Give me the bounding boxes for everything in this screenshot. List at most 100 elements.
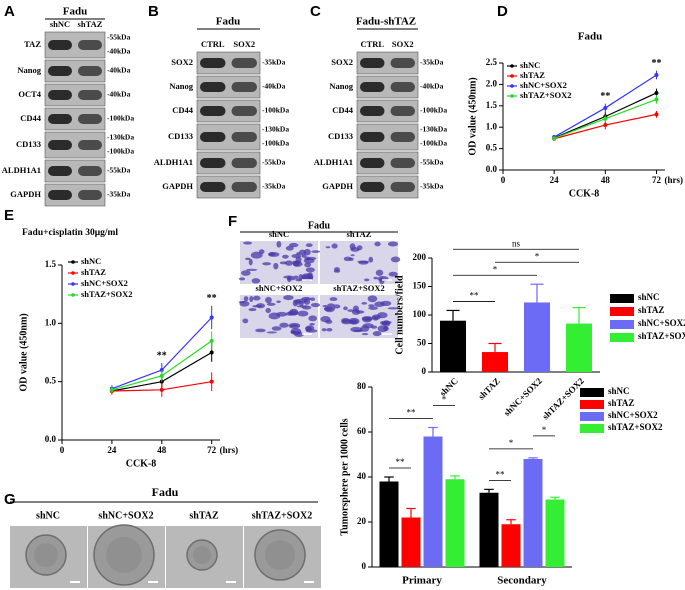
legend-label: shNC xyxy=(520,60,540,70)
size-marker: -55kDa xyxy=(107,33,131,42)
stained-cell xyxy=(349,319,355,324)
blot-strip xyxy=(196,151,261,175)
blot-strip xyxy=(196,51,261,75)
panel-label: G xyxy=(4,491,16,508)
y-tick-label: 80 xyxy=(357,381,367,391)
significance: ** xyxy=(651,58,661,69)
stained-cell xyxy=(329,297,338,302)
stained-cell xyxy=(299,300,304,307)
stained-cell xyxy=(268,252,276,257)
y-axis-label: Cell numbers/field xyxy=(394,275,405,355)
blot-band xyxy=(48,140,72,150)
significance: ** xyxy=(407,408,417,418)
stained-cell xyxy=(294,332,304,338)
blot-band xyxy=(390,82,415,92)
blot-band xyxy=(231,82,257,92)
tumorsphere-core xyxy=(193,546,211,564)
stained-cell xyxy=(387,307,400,310)
blot-band xyxy=(200,82,226,92)
y-tick-label: 0.5 xyxy=(486,143,498,153)
stained-cell xyxy=(246,268,258,271)
legend-marker xyxy=(71,260,75,264)
data-point xyxy=(159,387,164,392)
lane-label: SOX2 xyxy=(392,39,414,49)
significance: * xyxy=(509,438,514,448)
x-axis-unit: (hrs) xyxy=(664,175,683,185)
data-point xyxy=(603,116,608,121)
stained-cell xyxy=(357,260,370,263)
stained-cell xyxy=(271,326,282,331)
tumorsphere-core xyxy=(34,543,58,567)
panel-label: B xyxy=(148,3,159,20)
stained-cell xyxy=(308,315,318,322)
stained-cell xyxy=(362,323,374,329)
legend-label: shNC xyxy=(638,292,660,302)
data-point xyxy=(552,136,557,141)
legend-label: shTAZ xyxy=(608,398,634,408)
x-axis-unit: (hrs) xyxy=(220,445,239,455)
stained-cell xyxy=(265,296,272,304)
stained-cell xyxy=(304,256,311,261)
significance: * xyxy=(493,264,498,274)
protein-label: GAPDH xyxy=(322,181,353,191)
stained-cell xyxy=(266,331,277,334)
stained-cell xyxy=(361,333,369,336)
panel-label: C xyxy=(310,3,321,20)
protein-label: CD44 xyxy=(20,113,42,123)
stained-cell xyxy=(368,304,375,307)
panel-label: E xyxy=(4,207,14,224)
stained-cell xyxy=(243,296,249,302)
data-point xyxy=(109,387,114,392)
stained-cell xyxy=(276,240,282,248)
blot-band xyxy=(48,190,72,200)
data-point xyxy=(654,97,659,102)
stained-cell xyxy=(276,300,281,303)
stained-cell xyxy=(390,256,401,263)
stained-cell xyxy=(364,278,370,282)
blot-strip xyxy=(356,99,419,123)
blot-band xyxy=(360,182,385,192)
stained-cell xyxy=(303,248,311,256)
legend-swatch xyxy=(580,400,604,409)
blot-strip xyxy=(44,183,106,207)
size-marker: -40kDa xyxy=(107,66,131,75)
data-point xyxy=(209,379,214,384)
stained-cell xyxy=(310,297,315,301)
stained-cell xyxy=(282,254,289,259)
stained-cell xyxy=(331,243,338,249)
stained-cell xyxy=(293,275,299,279)
x-tick-label: 24 xyxy=(550,175,560,185)
size-marker: -35kDa xyxy=(420,58,444,67)
stained-cell xyxy=(297,310,309,317)
legend-marker xyxy=(71,293,75,297)
blot-band xyxy=(48,166,72,176)
blot-band xyxy=(360,132,385,142)
blot-strip xyxy=(196,99,261,123)
blot-band xyxy=(48,114,72,124)
significance: ** xyxy=(470,291,480,301)
image-label: shNC xyxy=(36,510,60,521)
stained-cell xyxy=(326,328,333,332)
significance: * xyxy=(535,251,540,261)
protein-label: SOX2 xyxy=(171,57,193,67)
stained-cell xyxy=(304,262,312,268)
bar xyxy=(565,323,593,372)
bar xyxy=(479,492,499,567)
protein-label: CD44 xyxy=(332,105,354,115)
stained-cell xyxy=(388,271,398,277)
legend-label: shTAZ+SOX2 xyxy=(520,90,571,100)
y-tick-label: 0 xyxy=(362,561,367,571)
lane-label: shTAZ xyxy=(78,19,103,29)
blot-band xyxy=(78,114,102,124)
y-tick-label: 40 xyxy=(357,471,367,481)
bar xyxy=(445,479,465,567)
blot-band xyxy=(360,58,385,68)
image-label: shNC+SOX2 xyxy=(98,510,153,521)
tumorsphere-core xyxy=(265,540,295,570)
legend-swatch xyxy=(580,412,604,421)
stained-cell xyxy=(245,257,251,261)
stained-cell xyxy=(332,304,341,309)
image-label: shTAZ xyxy=(347,229,372,239)
blot-band xyxy=(78,40,102,50)
panel-label: A xyxy=(4,3,15,20)
